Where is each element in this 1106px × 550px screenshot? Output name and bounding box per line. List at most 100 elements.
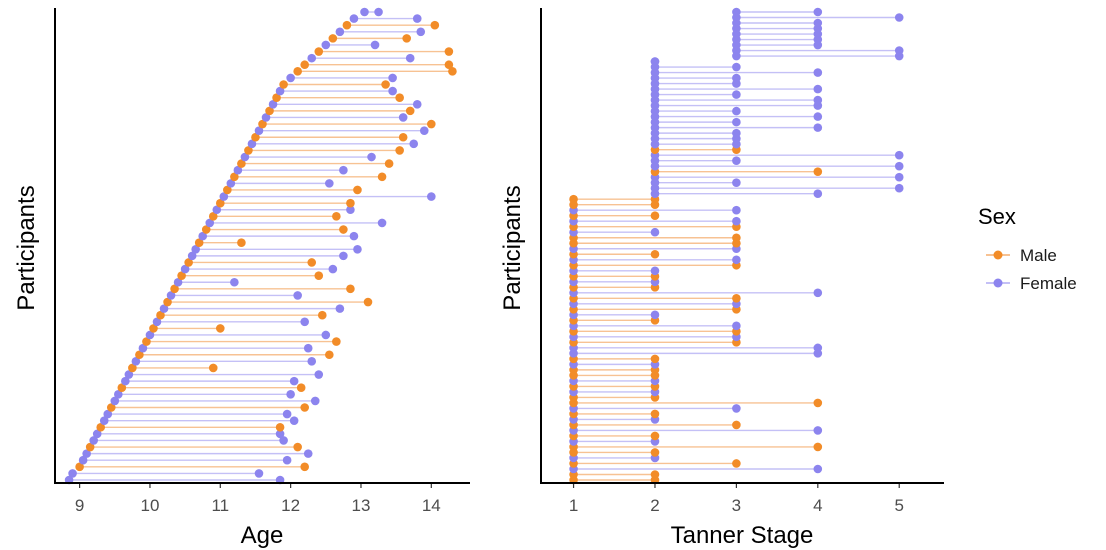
point-female-first [286, 73, 295, 83]
point-female-last [303, 343, 313, 353]
point-female-last [339, 251, 348, 261]
point-male-first [328, 34, 338, 43]
age-x-tick-label: 13 [352, 496, 371, 515]
tanner-dumbbells [569, 7, 904, 485]
point-male-first [244, 146, 253, 155]
legend: Sex Male Female [978, 204, 1077, 293]
point-female-first [191, 244, 200, 254]
point-female-last [300, 317, 310, 327]
point-male-last [293, 442, 302, 452]
point-male-last [346, 284, 355, 294]
point-female-last [289, 376, 299, 386]
age-dumbbells [64, 7, 457, 485]
point-male-last [732, 233, 741, 243]
point-male-last [346, 198, 355, 208]
point-female-first [307, 53, 317, 63]
point-female-last [419, 126, 429, 135]
point-male-last [405, 106, 415, 116]
point-male-first [223, 185, 232, 195]
point-male-first [569, 194, 578, 204]
legend-label-female: Female [1020, 274, 1077, 293]
point-female-last [367, 152, 376, 162]
point-female-last [282, 409, 292, 419]
point-female-last [732, 178, 741, 187]
point-female-last [650, 227, 660, 237]
age-x-tick-label: 14 [422, 496, 441, 515]
point-female-first [240, 152, 250, 162]
point-female-last [650, 310, 660, 320]
point-male-first [237, 159, 246, 168]
legend-title: Sex [978, 204, 1016, 229]
point-male-last [650, 431, 660, 441]
point-male-first [96, 422, 106, 432]
point-male-last [650, 470, 660, 479]
point-female-last [813, 95, 823, 105]
point-female-last [339, 165, 348, 175]
legend-item-female: Female [986, 274, 1077, 293]
point-male-last [363, 297, 373, 307]
point-female-first [247, 139, 257, 149]
point-female-last [370, 40, 380, 50]
point-male-last [377, 172, 387, 182]
point-female-last [374, 7, 383, 17]
point-male-last [732, 459, 741, 468]
point-female-last [325, 179, 334, 188]
point-female-first [92, 429, 102, 439]
point-male-last [300, 462, 310, 472]
point-male-last [395, 146, 404, 155]
age-x-tick-label: 9 [75, 496, 84, 515]
point-female-first [131, 357, 141, 366]
point-female-first [110, 396, 120, 406]
point-male-first [149, 324, 158, 333]
point-male-last [813, 398, 823, 408]
legend-male-dot [993, 250, 1003, 260]
point-male-first [85, 442, 95, 452]
point-male-first [201, 225, 211, 234]
tanner-x-tick-label: 1 [569, 496, 578, 515]
point-male-last [296, 383, 306, 393]
point-female-first [145, 330, 155, 340]
point-female-last [650, 266, 660, 276]
tanner-x-ticks: 1 2 3 4 5 [569, 484, 904, 515]
point-female-last [282, 455, 292, 465]
age-x-ticks: 9 10 11 12 13 14 [75, 484, 441, 515]
point-female-last [732, 205, 741, 215]
point-female-last [412, 14, 422, 23]
point-female-first [159, 304, 169, 313]
point-female-last [335, 304, 345, 313]
point-female-last [813, 426, 823, 435]
point-male-last [275, 422, 285, 432]
point-female-last [732, 404, 741, 413]
point-female-first [732, 7, 741, 17]
point-female-first [68, 469, 77, 478]
point-female-last [813, 112, 823, 121]
point-male-first [75, 462, 84, 472]
point-female-last [813, 84, 823, 94]
point-female-first [335, 27, 345, 37]
point-male-last [813, 442, 823, 452]
point-female-last [894, 172, 904, 182]
age-x-tick-label: 11 [211, 496, 229, 515]
point-female-last [353, 244, 362, 254]
age-y-axis-title: Participants [13, 185, 40, 310]
point-male-first [184, 258, 193, 267]
point-female-first [180, 264, 190, 274]
point-female-last [254, 469, 264, 478]
point-female-last [412, 99, 422, 109]
point-male-last [732, 294, 741, 303]
point-female-first [321, 40, 331, 50]
point-female-first [349, 14, 359, 23]
point-male-last [650, 448, 660, 457]
age-panel: 9 10 11 12 13 14 Age Participants [13, 7, 470, 549]
point-male-last [307, 258, 317, 267]
point-female-first [173, 277, 183, 287]
point-female-first [226, 179, 236, 188]
point-female-last [289, 416, 299, 425]
age-x-axis-title: Age [241, 522, 284, 549]
point-female-last [813, 464, 823, 474]
point-male-first [170, 284, 179, 294]
point-female-first [219, 192, 229, 201]
point-female-first [103, 409, 113, 419]
point-female-first [121, 376, 130, 386]
point-male-last [444, 60, 454, 70]
